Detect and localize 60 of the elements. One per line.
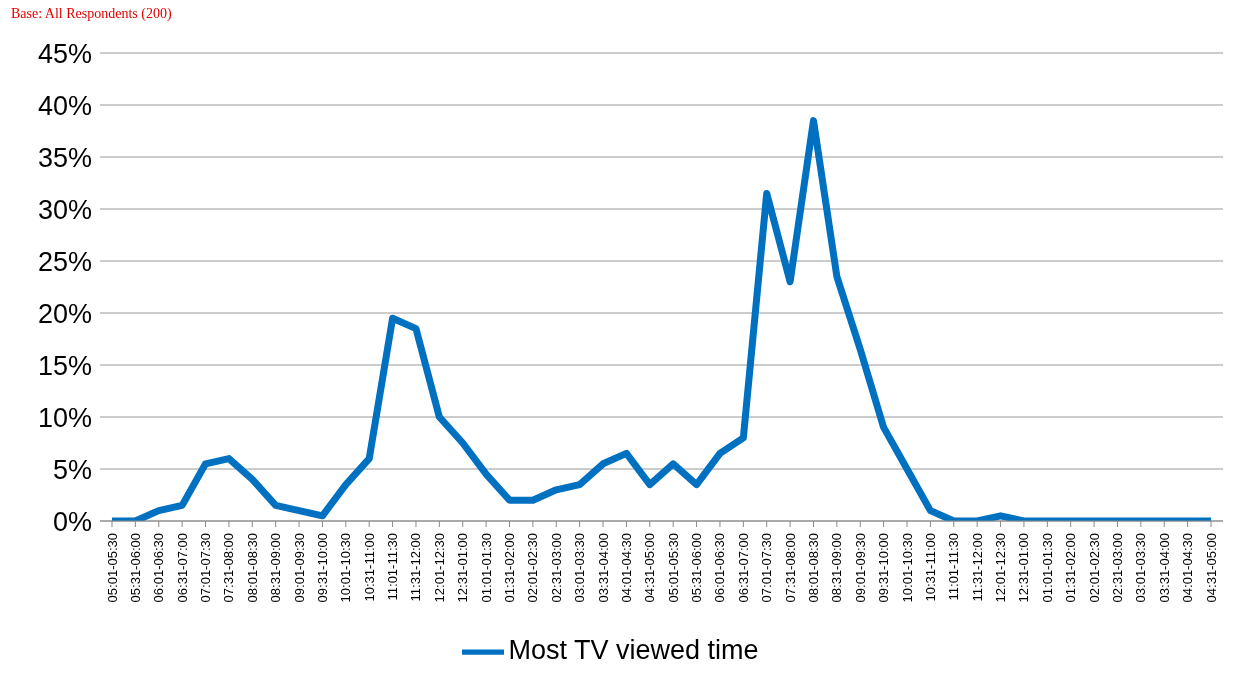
x-tick-label: 11:01-11:30 — [385, 533, 401, 601]
x-tick-label: 02:31-03:00 — [1109, 533, 1125, 603]
x-tick-label: 03:31-04:00 — [595, 533, 611, 603]
x-tick-label: 06:01-06:30 — [151, 533, 167, 603]
x-tick-label: 12:31-01:00 — [455, 533, 471, 603]
x-tick-label: 07:31-08:00 — [221, 533, 237, 603]
x-tick-label: 09:31-10:00 — [314, 533, 330, 603]
x-tick-label: 12:01-12:30 — [993, 533, 1009, 603]
x-tick-label: 03:31-04:00 — [1156, 533, 1172, 603]
y-tick-label: 10% — [37, 402, 92, 433]
y-tick-label: 5% — [52, 454, 92, 485]
x-tick-label: 12:31-01:00 — [1016, 533, 1032, 603]
x-tick-label: 07:01-07:30 — [198, 533, 214, 603]
x-tick-label: 11:31-12:00 — [408, 533, 424, 602]
x-tick-label: 10:31-11:00 — [922, 533, 938, 602]
x-tick-label: 04:31-05:00 — [642, 533, 658, 603]
x-tick-label: 11:31-12:00 — [969, 533, 985, 602]
legend-label: Most TV viewed time — [508, 635, 759, 666]
y-tick-label: 0% — [52, 506, 92, 537]
x-tick-label: 02:01-02:30 — [525, 533, 541, 603]
x-tick-label: 09:01-09:30 — [852, 533, 868, 603]
x-tick-label: 09:01-09:30 — [291, 533, 307, 603]
x-tick-label: 04:31-05:00 — [1203, 533, 1219, 603]
x-tick-label: 05:31-06:00 — [127, 533, 143, 603]
x-tick-label: 09:31-10:00 — [876, 533, 892, 603]
x-tick-label: 06:01-06:30 — [712, 533, 728, 603]
y-tick-label: 15% — [37, 350, 92, 381]
x-tick-label: 08:31-09:00 — [268, 533, 284, 603]
x-tick-label: 01:31-02:00 — [502, 533, 518, 603]
x-tick-label: 12:01-12:30 — [431, 533, 447, 603]
x-tick-label: 08:01-08:30 — [805, 533, 821, 603]
y-tick-label: 20% — [37, 298, 92, 329]
y-tick-label: 35% — [37, 142, 92, 173]
x-tick-label: 01:31-02:00 — [1063, 533, 1079, 603]
x-tick-label: 05:31-06:00 — [689, 533, 705, 603]
x-tick-label: 01:01-01:30 — [478, 533, 494, 603]
x-tick-label: 05:01-05:30 — [104, 533, 120, 603]
x-tick-label: 10:01-10:30 — [338, 533, 354, 603]
x-tick-label: 11:01-11:30 — [946, 533, 962, 601]
y-tick-label: 45% — [37, 38, 92, 69]
y-tick-label: 30% — [37, 194, 92, 225]
x-tick-label: 03:01-03:30 — [572, 533, 588, 603]
x-tick-label: 02:31-03:00 — [548, 533, 564, 603]
x-tick-label: 08:01-08:30 — [244, 533, 260, 603]
x-tick-label: 10:31-11:00 — [361, 533, 377, 602]
x-tick-label: 01:01-01:30 — [1039, 533, 1055, 603]
y-tick-label: 40% — [37, 90, 92, 121]
x-tick-label: 10:01-10:30 — [899, 533, 915, 603]
x-tick-label: 07:31-08:00 — [782, 533, 798, 603]
x-tick-label: 06:31-07:00 — [174, 533, 190, 603]
x-tick-label: 08:31-09:00 — [829, 533, 845, 603]
x-tick-label: 06:31-07:00 — [735, 533, 751, 603]
x-tick-label: 03:01-03:30 — [1133, 533, 1149, 603]
text: Base: All Respondents (200) — [11, 6, 172, 22]
x-tick-label: 04:01-04:30 — [618, 533, 634, 603]
x-tick-label: 04:01-04:30 — [1180, 533, 1196, 603]
y-tick-label: 25% — [37, 246, 92, 277]
x-tick-label: 07:01-07:30 — [759, 533, 775, 603]
x-tick-label: 02:01-02:30 — [1086, 533, 1102, 603]
x-tick-label: 05:01-05:30 — [665, 533, 681, 603]
